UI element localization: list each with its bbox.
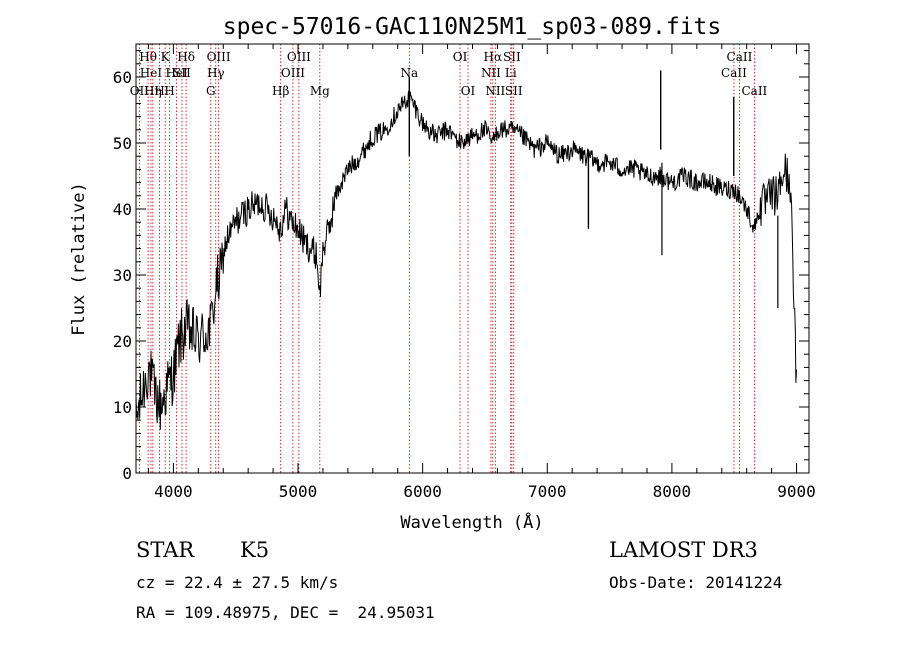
line-marker-label: CaII [741,84,767,98]
line-marker-label: Li [505,66,517,80]
line-marker-label: H [154,84,164,98]
line-marker-label: G [206,84,216,98]
line-marker-label: HeI [165,66,188,80]
line-marker-label: SII [173,66,191,80]
x-tick-label: 8000 [653,482,692,501]
line-marker-label: CaII [727,50,753,64]
line-marker-label: Hδ [177,50,195,64]
line-marker-label: NII [481,66,501,80]
line-marker-label: OIII [207,50,231,64]
line-marker-label: SII [505,84,523,98]
line-marker-label: OIII [287,50,311,64]
survey-name: LAMOST DR3 [609,538,758,562]
spectrum-series [136,70,797,430]
y-tick-label: 30 [113,266,132,285]
y-tick-label: 60 [113,68,132,87]
line-marker-label: H [164,84,174,98]
coordinates: RA = 109.48975, DEC = 24.95031 [136,603,435,622]
plot-frame [135,43,810,474]
line-marker-label: Na [400,66,418,80]
y-axis-label: Flux (relative) [69,182,89,336]
y-tick-label: 10 [113,398,132,417]
observation-date: Obs-Date: 20141224 [609,573,783,592]
line-marker-label: OII [130,84,150,98]
x-tick-label: 4000 [154,482,193,501]
line-marker-label: OI [453,50,468,64]
line-marker-label: K [161,50,171,64]
chart-title: spec-57016-GAC110N25M1_sp03-089.fits [223,14,722,40]
line-marker-label: CaII [721,66,747,80]
line-marker-label: Hθ [139,50,157,64]
x-tick-label: 6000 [403,482,442,501]
y-tick-label: 20 [113,332,132,351]
x-tick-label: 5000 [279,482,318,501]
y-tick-label: 50 [113,134,132,153]
line-marker-label: Mg [310,84,330,98]
line-marker-label: Hβ [272,84,289,98]
x-tick-label: 7000 [528,482,567,501]
spectrum-line [136,90,797,430]
line-marker-label: Hα [484,50,503,64]
line-marker-label: SII [503,50,521,64]
line-marker-label: OI [461,84,476,98]
line-marker-label: Hη [144,84,162,98]
line-marker-label: Hγ [207,66,225,80]
spectral-line-markers: OIIHθHeIHηHKHHeISIIHδGHγOIIIHβOIIIOIIIMg… [130,44,768,473]
redshift-cz: cz = 22.4 ± 27.5 km/s [136,573,339,592]
y-tick-label: 0 [122,464,132,483]
line-marker-label: NII [485,84,505,98]
x-tick-label: 9000 [777,482,816,501]
line-marker-label: HeI [140,66,163,80]
object-class: STAR [136,538,195,562]
subclass: K5 [240,538,270,562]
line-marker-label: OIII [281,66,305,80]
y-tick-label: 40 [113,200,132,219]
axis-ticks: 4000 5000 6000 7000 8000 9000 0 10 20 30 40 50 60 [113,44,816,501]
x-axis-label: Wavelength (Å) [400,511,543,533]
